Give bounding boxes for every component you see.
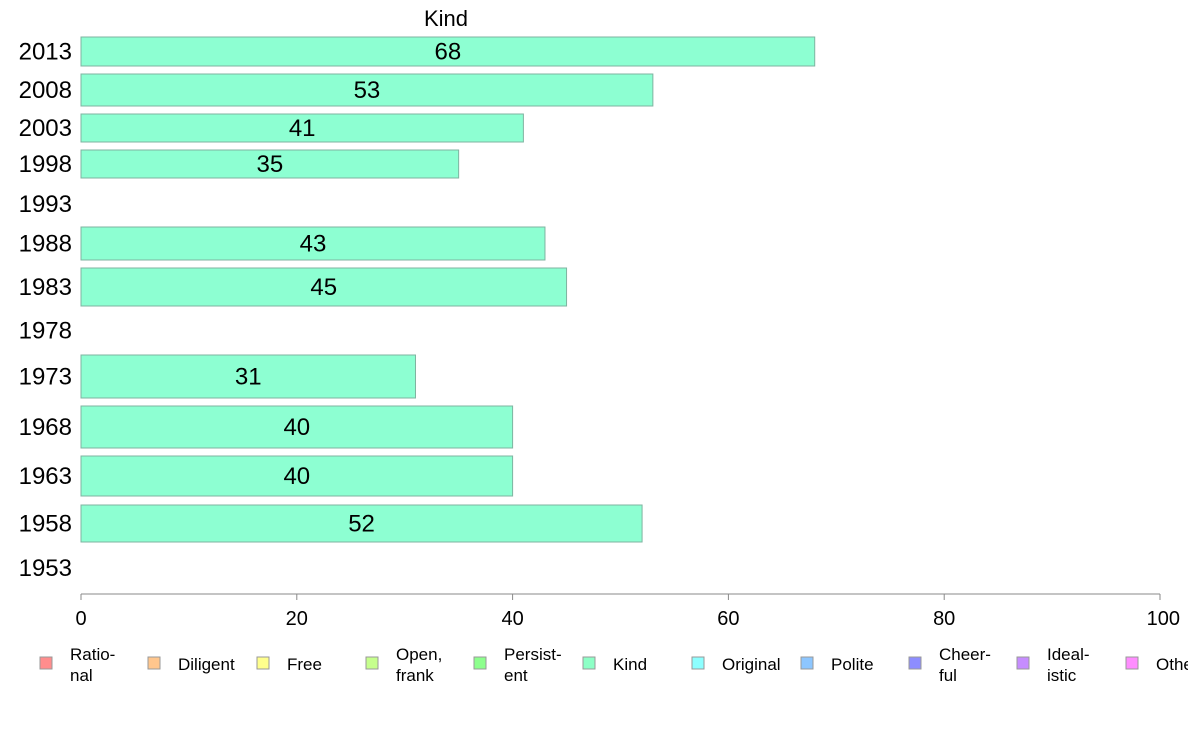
data-label: 43 <box>300 231 327 258</box>
legend-swatch <box>39 656 53 670</box>
bar <box>80 149 460 179</box>
category-label: 1978 <box>19 318 72 345</box>
legend-label: Cheer- <box>939 645 991 664</box>
legend-label: Other <box>1156 655 1188 674</box>
category-label: 2013 <box>19 39 72 66</box>
legend-label: Ratio- <box>70 645 115 664</box>
category-labels: 2013 2008 2003 1998 1993 1988 1983 1978 1973 1968… <box>19 39 72 583</box>
legend-label: Original <box>722 655 781 674</box>
x-tick-label: 60 <box>717 608 739 630</box>
data-label: 52 <box>348 511 375 538</box>
legend-swatch <box>1125 656 1139 670</box>
data-label: 40 <box>283 463 310 490</box>
category-label: 1968 <box>19 414 72 441</box>
category-label: 1998 <box>19 151 72 178</box>
x-axis: 0 20 40 60 80 100 <box>75 593 1180 630</box>
legend-swatch <box>147 656 161 670</box>
category-label: 1988 <box>19 231 72 258</box>
legend-label: ful <box>939 666 957 685</box>
bar <box>80 504 643 543</box>
legend-label: Free <box>287 655 322 674</box>
data-label: 45 <box>310 274 337 301</box>
category-label: 2003 <box>19 115 72 142</box>
x-tick-label: 20 <box>286 608 308 630</box>
data-label: 31 <box>235 364 262 391</box>
legend-swatch <box>691 656 705 670</box>
legend-label: Persist- <box>504 645 562 664</box>
bar <box>80 113 524 143</box>
x-tick-label: 80 <box>933 608 955 630</box>
legend-swatch <box>582 656 596 670</box>
legend: Ratio-nal Diligent Free Open, frank Persist-e… <box>39 645 1188 685</box>
legend-swatch <box>908 656 922 670</box>
data-label: 53 <box>354 77 381 104</box>
bar <box>80 354 416 399</box>
legend-label: ent <box>504 666 528 685</box>
bar <box>80 36 816 67</box>
legend-swatch <box>365 656 379 670</box>
legend-label: istic <box>1047 666 1077 685</box>
legend-swatch <box>473 656 487 670</box>
bar <box>80 267 568 307</box>
legend-swatch <box>1016 656 1030 670</box>
category-label: 1993 <box>19 191 72 218</box>
legend-swatch <box>800 656 814 670</box>
data-label: 41 <box>289 115 316 142</box>
bar <box>80 455 514 497</box>
x-tick-label: 100 <box>1147 608 1180 630</box>
bar <box>80 73 654 107</box>
legend-label: nal <box>70 666 93 685</box>
category-label: 1953 <box>19 555 72 582</box>
data-label: 68 <box>435 39 462 66</box>
legend-label: frank <box>396 666 434 685</box>
category-label: 1973 <box>19 364 72 391</box>
x-tick-label: 0 <box>75 608 86 630</box>
bar <box>80 405 514 449</box>
legend-swatch <box>256 656 270 670</box>
category-label: 2008 <box>19 77 72 104</box>
legend-label: Ideal- <box>1047 645 1090 664</box>
category-label: 1983 <box>19 274 72 301</box>
bar <box>80 226 546 261</box>
legend-label: Open, <box>396 645 442 664</box>
category-label: 1958 <box>19 511 72 538</box>
chart-title: Kind <box>424 6 468 31</box>
legend-label: Kind <box>613 655 647 674</box>
x-tick-label: 40 <box>501 608 523 630</box>
category-label: 1963 <box>19 463 72 490</box>
data-label: 40 <box>283 414 310 441</box>
legend-label: Polite <box>831 655 874 674</box>
legend-label: Diligent <box>178 655 235 674</box>
data-label: 35 <box>256 151 283 178</box>
